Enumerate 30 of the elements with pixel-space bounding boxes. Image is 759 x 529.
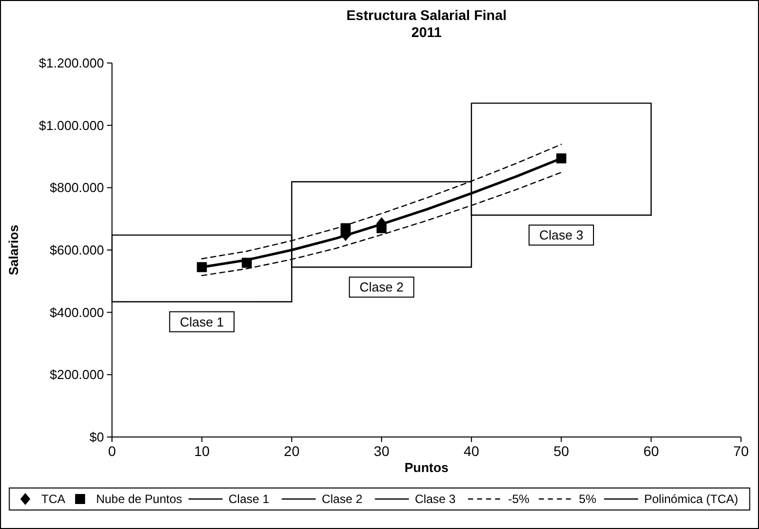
x-tick-label: 30 [374,443,390,459]
annotation: Clase 1 [180,314,224,330]
x-tick-label: 60 [643,443,660,459]
legend-label: Clase 2 [322,492,363,506]
y-tick-label: $800.000 [50,180,104,196]
legend-label: Clase 1 [228,492,270,506]
y-tick-label: $600.000 [50,242,104,258]
legend-label: TCA [41,492,66,506]
y-tick-label: $1.200.000 [38,56,104,71]
legend-label: Nube de Puntos [96,492,182,506]
x-tick-label: 20 [284,443,300,459]
x-axis-title: Puntos [404,460,449,475]
x-tick-label: 40 [464,443,480,459]
legend-label: 5% [578,492,597,506]
x-tick-label: 70 [733,443,749,459]
y-tick-label: $200.000 [50,367,104,382]
y-tick-label: $1.000.000 [38,118,104,133]
legend-label: Clase 3 [414,492,456,506]
chart-title: Estructura Salarial Final [346,7,507,23]
legend-label: -5% [508,492,530,506]
chart-subtitle: 2011 [411,24,442,40]
x-tick-label: 10 [194,443,210,459]
y-tick-label: $400.000 [50,304,104,320]
annotation: Clase 3 [539,228,584,243]
x-tick-label: 0 [108,443,116,459]
annotation: Clase 2 [360,280,404,295]
x-tick-label: 50 [553,443,570,459]
y-tick-label: $0 [90,430,104,445]
legend-label: Polinómica (TCA) [644,492,738,506]
y-axis-title: Salarios [6,224,21,276]
